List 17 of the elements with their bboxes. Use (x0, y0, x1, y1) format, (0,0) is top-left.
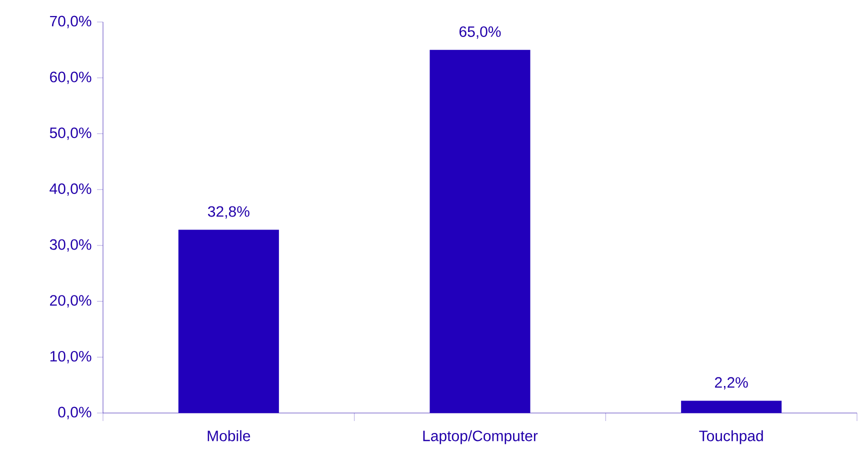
y-tick-label: 30,0% (50, 239, 92, 252)
bar (430, 50, 530, 413)
bar (681, 400, 782, 413)
y-tick-label: 0,0% (58, 406, 92, 420)
y-tick-label: 70,0% (50, 16, 92, 28)
y-tick-label: 60,0% (50, 72, 92, 84)
y-tick-label: 20,0% (50, 295, 92, 308)
x-tick-label: Mobile (208, 430, 250, 442)
bar (178, 230, 279, 413)
y-tick-label: 40,0% (50, 183, 92, 196)
y-tick-label: 50,0% (50, 128, 92, 140)
data-label: 2,2% (714, 377, 748, 390)
data-label: 32,8% (208, 206, 250, 219)
y-tick-label: 10,0% (50, 350, 92, 364)
x-tick-label: Laptop/Computer (423, 430, 538, 444)
x-tick-label: Touchpad (699, 430, 763, 444)
data-label: 65,0% (460, 26, 501, 39)
